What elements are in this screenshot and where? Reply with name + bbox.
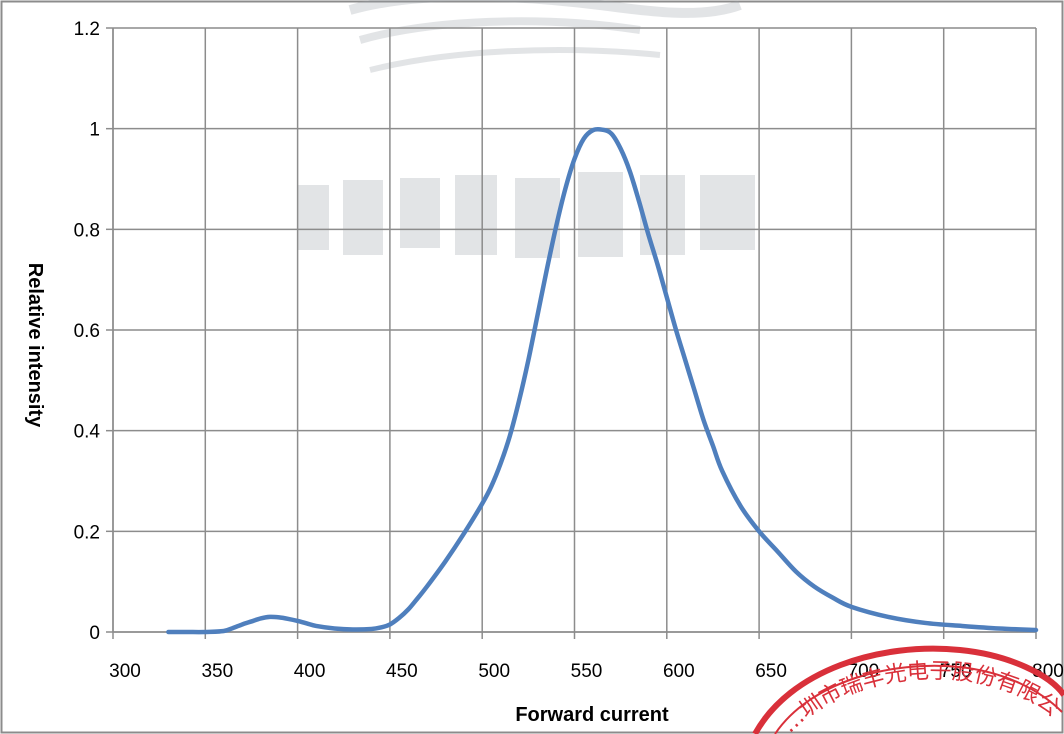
y-tick-label: 0.8 (74, 220, 100, 241)
y-axis-title: Relative intensity (24, 263, 46, 428)
x-tick-label: 300 (109, 661, 141, 682)
series-layer (166, 126, 1039, 635)
x-tick-label: 450 (386, 661, 418, 682)
x-tick-label: 500 (478, 661, 510, 682)
x-tick-label: 600 (663, 661, 695, 682)
x-axis-title: Forward current (515, 704, 669, 726)
x-tick-label: 650 (755, 661, 787, 682)
x-tick-labels: 300 350 400 450 500 550 600 650 700 750 800 (109, 661, 1064, 682)
y-tick-label: 1 (89, 120, 100, 141)
x-tick-label: 400 (294, 661, 326, 682)
y-tick-label: 0.4 (74, 422, 101, 443)
y-tick-label: 0.2 (74, 522, 100, 543)
y-tick-label: 1.2 (74, 19, 100, 40)
y-tick-label: 0 (89, 623, 100, 644)
series-line (166, 126, 1039, 635)
x-tick-label: 550 (571, 661, 603, 682)
y-tick-label: 0.6 (74, 321, 100, 342)
x-tick-label: 700 (848, 661, 880, 682)
axes (106, 27, 1037, 639)
x-tick-label: 350 (201, 661, 233, 682)
y-tick-labels: 0 0.2 0.4 0.6 0.8 1 1.2 (74, 19, 101, 644)
